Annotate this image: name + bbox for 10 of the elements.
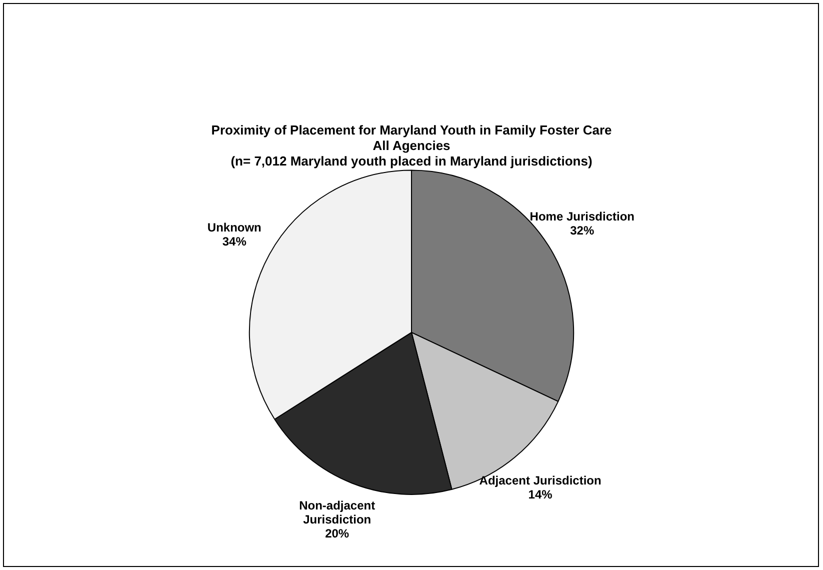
data-label: 20% (325, 526, 350, 541)
slice-label: Non-adjacent Jurisdiction (299, 498, 376, 527)
data-label: 14% (528, 487, 553, 502)
slice-label: Unknown (207, 220, 262, 234)
data-label: 34% (222, 234, 247, 248)
chart-title: Proximity of Placement for Maryland Youth in Family Foster Care (211, 122, 612, 138)
chart-subtitle: All Agencies (n= 7,012 Maryland youth placed in Maryland jurisdictions) (230, 138, 592, 169)
slice-label: Adjacent Jurisdiction (479, 473, 602, 488)
slice-label: Home Jurisdiction (530, 209, 634, 224)
data-label: 32% (570, 223, 594, 238)
